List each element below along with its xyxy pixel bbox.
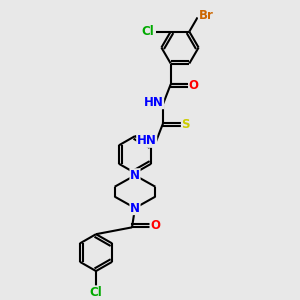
Text: Cl: Cl <box>90 286 102 299</box>
Text: O: O <box>189 79 199 92</box>
Text: HN: HN <box>137 134 157 147</box>
Text: S: S <box>182 118 190 131</box>
Text: Cl: Cl <box>141 25 154 38</box>
Text: Br: Br <box>199 10 213 22</box>
Text: HN: HN <box>144 96 164 109</box>
Text: N: N <box>130 202 140 214</box>
Text: N: N <box>130 169 140 182</box>
Text: O: O <box>150 219 160 232</box>
